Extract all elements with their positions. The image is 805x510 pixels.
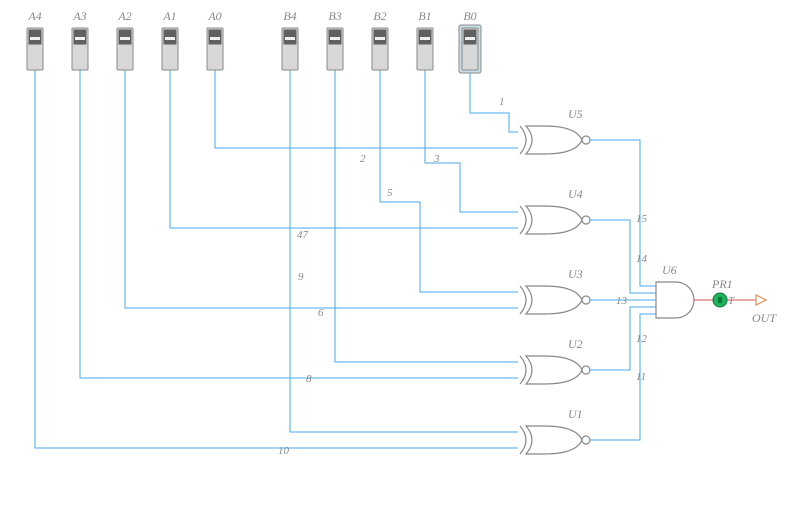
label-B3: B3 [328, 9, 341, 23]
label-B1: B1 [418, 9, 431, 23]
label-PR1: PR1 [711, 277, 733, 291]
gate-U1: U1 [520, 407, 590, 454]
wlabel-2: 2 [360, 153, 366, 165]
wlabel-12: 12 [636, 333, 648, 345]
wlabel-47: 47 [297, 229, 309, 241]
wlabel-9: 9 [298, 271, 304, 283]
switch-A3[interactable] [72, 28, 88, 70]
label-A0: A0 [207, 9, 221, 23]
wlabel-10: 10 [278, 445, 290, 457]
wire-B3-U2 [335, 70, 518, 362]
wlabel-1: 1 [499, 96, 505, 108]
wlabel-6: 6 [318, 307, 324, 319]
wlabel-5: 5 [387, 187, 393, 199]
switch-B1[interactable] [417, 28, 433, 70]
wire-A4-U1 [35, 70, 518, 448]
gate-U6: U6 [656, 263, 694, 318]
switch-A2[interactable] [117, 28, 133, 70]
label-U1: U1 [568, 407, 583, 421]
switch-A0[interactable] [207, 28, 223, 70]
wire-B2-U3 [380, 70, 518, 292]
output-label: OUT [752, 311, 777, 325]
gate-U2: U2 [520, 337, 590, 384]
label-A1: A1 [162, 9, 176, 23]
wlabel-3: 3 [433, 153, 440, 165]
label-B0: B0 [463, 9, 476, 23]
label-A4: A4 [27, 9, 41, 23]
probe-PR1: PR1 T [711, 277, 735, 307]
switch-B3[interactable] [327, 28, 343, 70]
label-U4: U4 [568, 187, 583, 201]
label-U2: U2 [568, 337, 583, 351]
label-B2: B2 [373, 9, 386, 23]
switch-B2[interactable] [372, 28, 388, 70]
switch-A4[interactable] [27, 28, 43, 70]
wlabel-13: 13 [616, 295, 628, 307]
wire-A3-U2 [80, 70, 518, 378]
wire-A2-U3 [125, 70, 518, 308]
gate-U4: U4 [520, 187, 590, 234]
label-A3: A3 [72, 9, 86, 23]
gate-U3: U3 [520, 267, 590, 314]
wlabel-8: 8 [306, 373, 312, 385]
gate-U5: U5 [520, 107, 590, 154]
label-B4: B4 [283, 9, 296, 23]
circuit-diagram: A4 A3 A2 A1 A0 B4 B3 B2 B1 B0 [0, 0, 805, 510]
label-U5: U5 [568, 107, 583, 121]
wlabel-15: 15 [636, 213, 648, 225]
wlabel-14: 14 [636, 253, 648, 265]
svg-text:T: T [728, 295, 735, 307]
wire-A0-U5 [215, 70, 518, 148]
wlabel-11: 11 [636, 371, 646, 383]
label-U6: U6 [662, 263, 677, 277]
output-arrow-icon [756, 295, 766, 305]
wire-B1-U4 [425, 70, 518, 212]
switch-B0[interactable] [459, 25, 481, 73]
switch-B4[interactable] [282, 28, 298, 70]
wire-B0-U5 [470, 73, 518, 132]
wire-A1-U4 [170, 70, 518, 228]
label-A2: A2 [117, 9, 131, 23]
label-U3: U3 [568, 267, 583, 281]
switch-A1[interactable] [162, 28, 178, 70]
